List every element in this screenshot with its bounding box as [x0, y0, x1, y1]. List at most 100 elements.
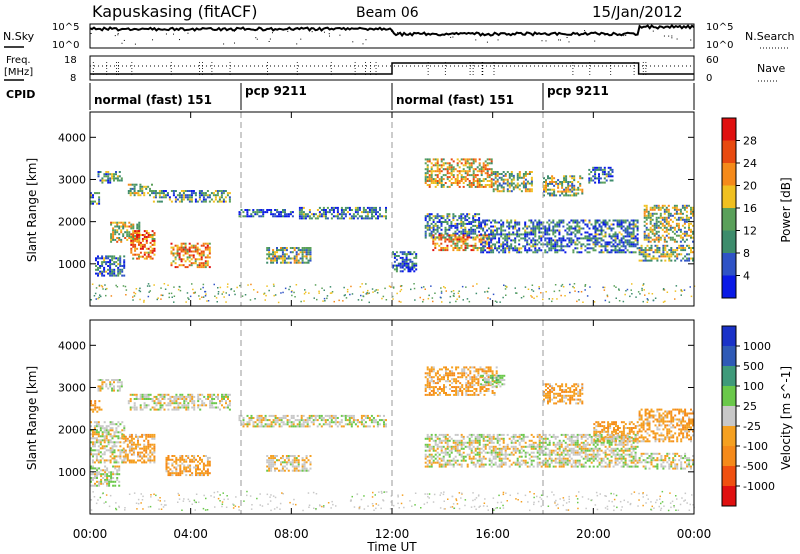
echo-cell — [677, 218, 680, 221]
echo-cell — [309, 251, 312, 254]
echo-cell — [487, 287, 490, 289]
echo-cell — [616, 245, 619, 248]
echo-cell — [464, 180, 467, 182]
echo-cell — [647, 240, 650, 243]
echo-cell — [663, 226, 666, 229]
echo-cell — [177, 404, 180, 407]
echo-cell — [143, 299, 145, 302]
echo-cell — [524, 286, 527, 288]
echo-cell — [649, 208, 652, 211]
echo-cell — [92, 435, 94, 438]
echo-cell — [609, 179, 612, 182]
echo-cell — [151, 190, 153, 192]
echo-cell — [280, 249, 282, 252]
echo-cell — [289, 261, 292, 264]
echo-cell — [129, 393, 132, 396]
echo-cell — [570, 227, 573, 230]
echo-cell — [686, 253, 689, 256]
echo-cell — [90, 200, 92, 203]
echo-cell — [141, 461, 144, 464]
echo-cell — [508, 227, 511, 230]
echo-cell — [225, 395, 227, 398]
echo-cell — [496, 171, 499, 173]
echo-cell — [560, 249, 563, 252]
echo-cell — [118, 467, 121, 470]
echo-cell — [101, 272, 104, 275]
echo-cell — [123, 435, 126, 438]
echo-cell — [217, 287, 219, 289]
echo-cell — [464, 230, 467, 233]
echo-cell — [526, 233, 529, 236]
echo-cell — [101, 381, 104, 384]
echo-cell — [135, 192, 138, 195]
echo-cell — [304, 289, 306, 291]
echo-cell — [186, 198, 189, 201]
echo-cell — [324, 209, 327, 211]
echo-cell — [304, 217, 307, 220]
echo-cell — [472, 160, 475, 163]
echo-cell — [221, 404, 223, 407]
echo-cell — [502, 171, 505, 173]
echo-cell — [99, 257, 102, 260]
echo-cell — [281, 255, 284, 258]
echo-cell — [342, 209, 345, 211]
echo-cell — [274, 257, 276, 260]
echo-cell — [194, 198, 197, 201]
echo-cell — [614, 239, 617, 242]
echo-cell — [238, 417, 241, 419]
echo-cell — [430, 162, 433, 165]
echo-cell — [340, 414, 343, 417]
echo-cell — [342, 217, 345, 220]
echo-cell — [132, 453, 135, 456]
echo-cell — [601, 171, 604, 173]
echo-cell — [169, 402, 172, 405]
echo-cell — [440, 215, 443, 218]
echo-cell — [109, 259, 112, 262]
echo-cell — [644, 294, 646, 296]
echo-cell — [544, 225, 547, 228]
echo-cell — [430, 232, 433, 235]
echo-cell — [554, 241, 557, 244]
echo-cell — [432, 234, 435, 237]
search-noise-dot — [255, 37, 257, 39]
echo-cell — [502, 243, 505, 246]
echo-cell — [106, 467, 109, 470]
echo-cell — [608, 225, 611, 228]
echo-cell — [452, 240, 455, 243]
echo-cell — [222, 291, 225, 293]
echo-cell — [128, 233, 131, 236]
echo-cell — [366, 292, 369, 295]
echo-cell — [674, 251, 677, 254]
echo-cell — [119, 451, 122, 454]
echo-cell — [470, 221, 473, 223]
echo-cell — [192, 262, 195, 265]
echo-cell — [153, 449, 156, 452]
echo-cell — [584, 219, 587, 222]
echo-cell — [185, 466, 188, 469]
echo-cell — [584, 285, 586, 287]
echo-cell — [139, 447, 142, 450]
echo-cell — [448, 226, 451, 229]
echo-cell — [498, 227, 501, 230]
echo-cell — [346, 206, 349, 209]
echo-cell — [505, 294, 507, 296]
echo-cell — [576, 225, 579, 228]
echo-cell — [534, 251, 537, 254]
echo-cell — [524, 229, 527, 232]
echo-cell — [560, 285, 563, 287]
echo-cell — [385, 419, 387, 422]
echo-cell — [94, 404, 97, 407]
echo-cell — [472, 221, 475, 223]
echo-cell — [460, 224, 463, 227]
echo-cell — [434, 217, 437, 220]
echo-cell — [415, 256, 418, 259]
echo-cell — [130, 433, 133, 436]
echo-cell — [466, 234, 469, 237]
echo-cell — [577, 181, 580, 183]
echo-cell — [579, 182, 582, 185]
echo-cell — [282, 414, 285, 417]
echo-cell — [424, 174, 427, 177]
echo-cell — [147, 247, 150, 250]
echo-cell — [246, 423, 249, 426]
echo-cell — [430, 170, 433, 173]
